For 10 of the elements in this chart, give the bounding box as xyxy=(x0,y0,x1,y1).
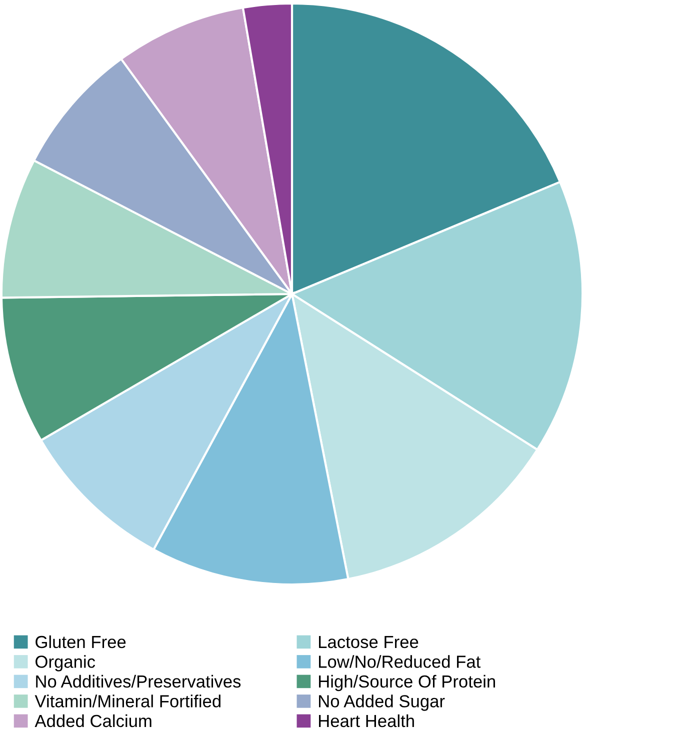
legend-label: Lactose Free xyxy=(319,636,418,648)
legend-label: No Added Sugar xyxy=(319,694,445,711)
legend-label: Added Calcium xyxy=(34,714,152,728)
legend-label: No Additives/Preservatives xyxy=(36,674,241,688)
legend-label: Gluten Free xyxy=(36,635,126,648)
legend-label: Heart Health xyxy=(319,714,414,728)
legend-label: Vitamin/Mineral Fortified xyxy=(34,694,220,708)
legend-label: Low/No/Reduced Fat xyxy=(319,655,481,668)
legend-label: Organic xyxy=(36,655,96,672)
legend-label: High/Source Of Protein xyxy=(319,674,495,692)
